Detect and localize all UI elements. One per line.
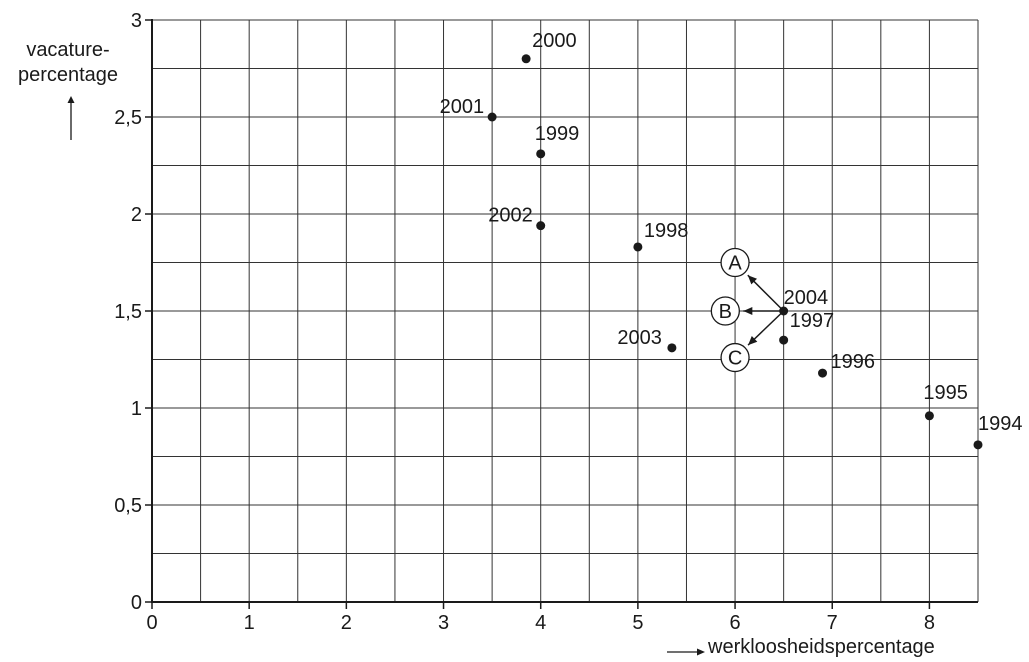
annotation-label: B — [719, 301, 732, 323]
x-tick-label: 0 — [146, 612, 157, 634]
y-tick-label: 3 — [131, 10, 142, 32]
data-label: 2003 — [617, 327, 662, 349]
x-tick-label: 5 — [632, 612, 643, 634]
x-tick-label: 4 — [535, 612, 546, 634]
data-point — [487, 112, 497, 122]
x-tick-label: 6 — [729, 612, 740, 634]
annotation-circle — [720, 247, 750, 278]
arrow-head-icon — [748, 335, 758, 346]
data-label: 2000 — [532, 30, 577, 52]
y-tick-label: 0 — [131, 592, 142, 614]
data-point — [536, 221, 546, 231]
data-label: 2001 — [440, 96, 485, 118]
x-tick-label: 1 — [244, 612, 255, 634]
arrow-head-icon — [747, 275, 757, 285]
x-tick-label: 7 — [827, 612, 838, 634]
arrow-head-icon — [743, 307, 753, 315]
y-tick-label: 1 — [131, 398, 142, 420]
x-axis-label: werkloosheidspercentage — [708, 636, 935, 658]
x-tick-label: 2 — [341, 612, 352, 634]
data-point — [779, 335, 789, 345]
annotation-label: C — [728, 348, 742, 370]
data-point — [667, 343, 677, 353]
annotation-label: A — [728, 253, 742, 275]
data-point — [924, 411, 934, 421]
data-label: 1999 — [535, 123, 580, 145]
data-label: 1997 — [790, 310, 835, 332]
data-label: 1995 — [923, 382, 968, 404]
y-tick-label: 1,5 — [114, 301, 142, 323]
x-axis-arrow-icon — [667, 648, 705, 656]
x-tick-label: 8 — [924, 612, 935, 634]
y-axis-arrow-icon — [67, 96, 75, 140]
data-point — [521, 54, 531, 64]
y-axis-label: vacature- percentage — [0, 38, 136, 88]
data-label: 2002 — [488, 205, 533, 227]
x-tick-label: 3 — [438, 612, 449, 634]
data-point — [536, 149, 546, 159]
data-label: 1996 — [831, 351, 876, 373]
y-axis-label-line1: vacature- — [26, 39, 110, 61]
y-tick-label: 0,5 — [114, 495, 142, 517]
data-label: 2004 — [784, 287, 829, 309]
y-axis-label-line2: percentage — [17, 64, 119, 86]
data-label: 1994 — [978, 413, 1023, 435]
data-point — [633, 242, 643, 252]
y-tick-label: 2 — [131, 204, 142, 226]
annotation-circle — [720, 342, 750, 373]
annotation-circle — [710, 296, 740, 326]
data-label: 1998 — [644, 220, 689, 242]
y-tick-label: 2,5 — [114, 107, 142, 129]
data-point — [973, 440, 983, 450]
data-point — [818, 368, 828, 378]
